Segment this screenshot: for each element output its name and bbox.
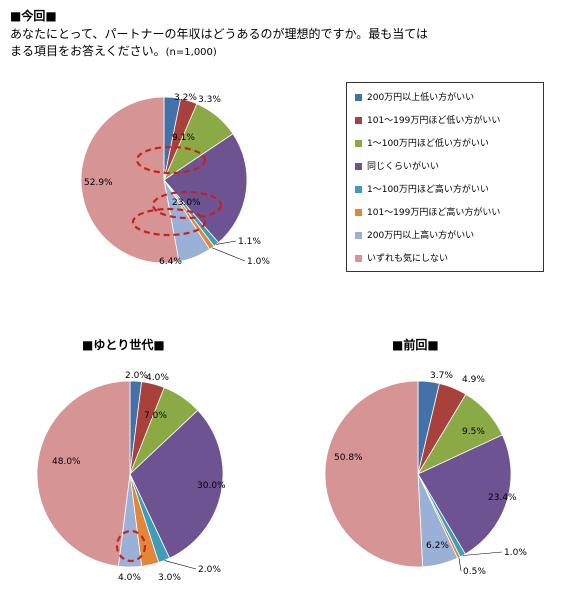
legend-swatch (355, 209, 362, 216)
pie-slice (324, 380, 424, 568)
question-line-2: まる項目をお答えください。(n=1,000) (10, 43, 217, 61)
legend: 200万円以上低い方がいい 101～199万円ほど低い方がいい 1～100万円ほど低… (346, 82, 544, 272)
pie-slice (36, 380, 131, 567)
data-label: 4.0% (146, 373, 169, 383)
data-label: 3.7% (430, 371, 453, 381)
previous-chart-title: ■前回■ (392, 338, 439, 352)
legend-item: 200万円以上高い方がいい (355, 228, 474, 241)
legend-item: 101～199万円ほど高い方がいい (355, 205, 500, 218)
data-label: 23.4% (488, 493, 517, 503)
legend-item: 1～100万円ほど高い方がいい (355, 182, 489, 195)
legend-swatch (355, 163, 362, 170)
leader-line (462, 551, 503, 556)
pie-slice (163, 133, 248, 244)
legend-label: 101～199万円ほど高い方がいい (367, 208, 501, 218)
data-label: 1.0% (504, 548, 527, 558)
data-label: 1.1% (238, 237, 261, 247)
data-label: 9.5% (462, 427, 485, 437)
question-text: まる項目をお答えください。 (10, 44, 166, 58)
legend-label: 101～199万円ほど低い方がいい (367, 116, 501, 126)
highlight-ellipse (115, 529, 147, 563)
data-label: 4.9% (462, 375, 485, 385)
legend-label: 1～100万円ほど高い方がいい (367, 185, 489, 195)
data-label: 6.2% (426, 541, 449, 551)
pie-slice (80, 96, 180, 264)
legend-swatch (355, 117, 362, 124)
data-label: 2.0% (125, 371, 148, 381)
legend-label: 200万円以上低い方がいい (367, 93, 475, 103)
legend-label: いずれも気にしない (367, 254, 449, 264)
legend-item: 200万円以上低い方がいい (355, 90, 474, 103)
legend-item: 1～100万円ほど低い方がいい (355, 136, 489, 149)
data-label: 50.8% (334, 453, 363, 463)
data-label: 30.0% (197, 481, 226, 491)
data-label: 3.3% (198, 95, 221, 105)
data-label: 3.2% (174, 93, 197, 103)
legend-label: 1～100万円ほど低い方がいい (367, 139, 489, 149)
highlight-ellipse (151, 190, 223, 220)
legend-item: いずれも気にしない (355, 251, 448, 264)
data-label: 23.0% (172, 198, 201, 208)
legend-swatch (355, 255, 362, 262)
legend-swatch (355, 94, 362, 101)
sample-size: (n=1,000) (165, 47, 217, 58)
legend-label: 同じくらいがいい (367, 162, 440, 172)
leader-line (164, 560, 197, 570)
legend-item: 同じくらいがいい (355, 159, 439, 172)
data-label: 3.0% (158, 573, 181, 583)
data-label: 6.4% (159, 257, 182, 267)
highlight-ellipse (135, 145, 207, 175)
data-label: 48.0% (52, 457, 81, 467)
highlight-ellipse (131, 207, 207, 237)
question-line-1: あなたにとって、パートナーの年収はどうあるのが理想的ですか。最も当ては (10, 27, 428, 41)
data-label: 4.0% (118, 573, 141, 583)
pie-slice (129, 409, 224, 559)
data-label: 1.0% (247, 257, 270, 267)
chart-title: ■今回■ (10, 9, 57, 23)
leader-line (216, 240, 237, 245)
leader-line (458, 557, 462, 572)
legend-item: 101～199万円ほど低い方がいい (355, 113, 500, 126)
data-label: 52.9% (84, 178, 113, 188)
data-label: 9.1% (172, 133, 195, 143)
data-label: 7.0% (144, 411, 167, 421)
legend-label: 200万円以上高い方がいい (367, 231, 475, 241)
yutori-chart-title: ■ゆとり世代■ (82, 338, 165, 352)
legend-swatch (355, 186, 362, 193)
leader-line (211, 247, 246, 262)
pie-slice (417, 434, 512, 555)
data-label: 0.5% (463, 567, 486, 577)
legend-swatch (355, 232, 362, 239)
data-label: 2.0% (198, 565, 221, 575)
legend-swatch (355, 140, 362, 147)
